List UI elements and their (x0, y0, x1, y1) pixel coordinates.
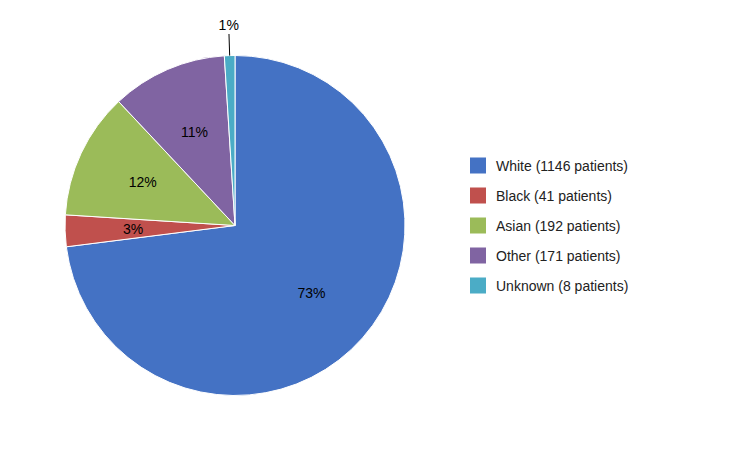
data-labels: 73% 3% 12% 11% 1% (123, 17, 326, 301)
data-label: 11% (181, 124, 208, 140)
data-label: 12% (129, 174, 157, 190)
pie-slice (119, 56, 235, 226)
data-label: 1% (219, 17, 239, 33)
chart: 73% 3% 12% 11% 1% White (1146 patients) Black … (0, 0, 752, 451)
legend-label: Unknown (8 patients) (496, 278, 628, 294)
legend-swatch (470, 158, 486, 174)
legend-swatch (470, 248, 486, 264)
legend-item: Unknown (8 patients) (470, 278, 628, 294)
legend-item: Other (171 patients) (470, 248, 621, 264)
legend-swatch (470, 278, 486, 294)
legend-item: Black (41 patients) (470, 188, 612, 204)
legend-item: White (1146 patients) (470, 158, 628, 174)
legend-item: Asian (192 patients) (470, 218, 621, 234)
data-label: 73% (297, 285, 325, 301)
legend-label: White (1146 patients) (496, 158, 628, 174)
pie (65, 56, 405, 396)
legend-label: Black (41 patients) (496, 188, 612, 204)
legend-label: Other (171 patients) (496, 248, 621, 264)
data-label: 3% (123, 221, 143, 237)
legend-swatch (470, 218, 486, 234)
legend: White (1146 patients) Black (41 patients)… (470, 158, 628, 294)
legend-swatch (470, 188, 486, 204)
legend-label: Asian (192 patients) (496, 218, 621, 234)
pie-slice (224, 56, 235, 226)
leader-line (228, 34, 230, 56)
